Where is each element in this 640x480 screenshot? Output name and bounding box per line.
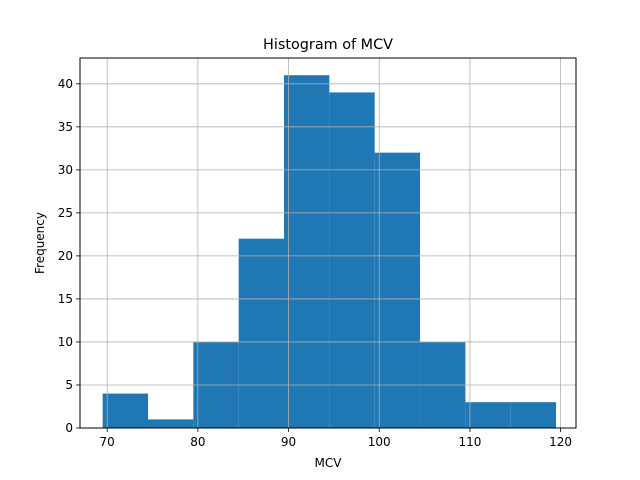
y-tick-label-8: 40 [58, 77, 73, 91]
histogram-bar-6 [374, 152, 421, 428]
histogram-bar-5 [329, 92, 375, 428]
y-tick-label-1: 5 [65, 378, 73, 392]
x-tick-label-4: 110 [458, 435, 481, 449]
plot-frame [79, 57, 577, 429]
histogram-bar-8 [465, 402, 511, 428]
histogram-bar-9 [510, 402, 557, 428]
x-tick-label-2: 90 [281, 435, 296, 449]
histogram-bar-3 [238, 238, 285, 428]
y-axis-label: Frequency [33, 212, 47, 274]
x-tick-label-3: 100 [368, 435, 391, 449]
y-tick-label-0: 0 [65, 421, 73, 435]
x-tick-label-5: 120 [549, 435, 572, 449]
y-tick-label-3: 15 [58, 292, 73, 306]
x-axis-label: MCV [315, 456, 343, 470]
histogram-bar-0 [102, 393, 149, 428]
y-tick-label-4: 20 [58, 249, 73, 263]
chart-title: Histogram of MCV [263, 37, 393, 53]
x-tick-label-1: 80 [190, 435, 205, 449]
y-tick-label-6: 30 [58, 163, 73, 177]
histogram-bar-4 [284, 75, 330, 429]
y-tick-label-7: 35 [58, 120, 73, 134]
histogram-bar-1 [148, 419, 194, 428]
y-tick-label-5: 25 [58, 206, 73, 220]
ticks-layer: 70 80 90 100 110 120 0 5 10 15 20 25 30 35 40 [58, 77, 572, 449]
y-tick-label-2: 10 [58, 335, 73, 349]
x-tick-label-0: 70 [100, 435, 115, 449]
bars-layer [102, 75, 557, 429]
